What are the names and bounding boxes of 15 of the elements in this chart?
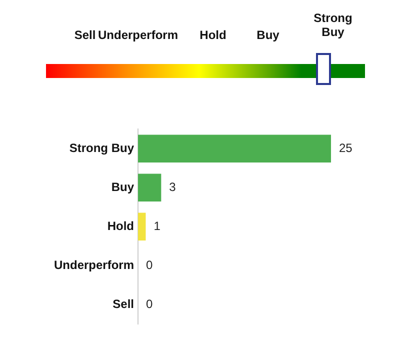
y-tick-label: Hold — [107, 218, 134, 233]
category-label: Hold — [200, 28, 226, 42]
data-label: 25 — [339, 140, 353, 155]
category-label: Underperform — [98, 28, 178, 42]
data-label: 1 — [154, 218, 161, 233]
y-tick-label: Sell — [112, 296, 134, 311]
data-label: 3 — [169, 180, 176, 194]
data-label: 0 — [146, 258, 154, 272]
y-tick-label: Buy — [111, 180, 134, 194]
y-tick-label: Strong Buy — [69, 140, 134, 155]
category-label: Strong Buy — [314, 11, 352, 39]
data-label: 0 — [146, 296, 154, 311]
category-label: Sell — [74, 28, 96, 42]
category-label: Buy — [256, 28, 280, 42]
y-tick-label: Underperform — [54, 258, 134, 272]
